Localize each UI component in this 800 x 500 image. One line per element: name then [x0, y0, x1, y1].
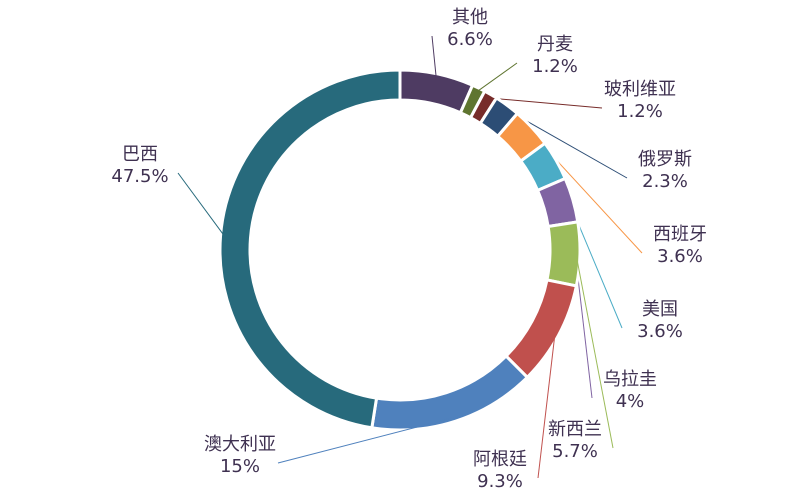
slice: [545, 220, 582, 288]
label-name: 俄罗斯: [638, 149, 692, 170]
label-value: 15%: [220, 456, 260, 477]
leader-line: [488, 97, 603, 109]
label-name: 乌拉圭: [603, 369, 657, 390]
label-value: 5.7%: [552, 441, 598, 462]
label-value: 4%: [616, 391, 645, 412]
label-name: 西班牙: [653, 224, 707, 245]
leader-line: [277, 416, 455, 464]
label-value: 1.2%: [617, 101, 663, 122]
slice: [503, 278, 579, 380]
slice: [218, 68, 402, 430]
label-name: 玻利维亚: [604, 79, 676, 100]
leader-line: [431, 35, 437, 78]
label-name: 新西兰: [548, 419, 602, 440]
label-value: 2.3%: [642, 171, 688, 192]
leader-line: [575, 253, 614, 449]
label-name: 巴西: [122, 144, 158, 165]
leader-line: [537, 333, 556, 479]
label-value: 47.5%: [111, 166, 168, 187]
label-value: 3.6%: [637, 321, 683, 342]
label-name: 丹麦: [537, 34, 573, 55]
leader-line: [476, 62, 518, 93]
label-name: 美国: [642, 299, 678, 320]
label-name: 其他: [452, 7, 488, 28]
label-value: 9.3%: [477, 471, 523, 492]
label-value: 1.2%: [532, 56, 578, 77]
label-value: 3.6%: [657, 246, 703, 267]
label-name: 阿根廷: [473, 449, 527, 470]
label-value: 6.6%: [447, 29, 493, 50]
label-name: 澳大利亚: [204, 434, 276, 455]
leader-line: [177, 172, 225, 237]
